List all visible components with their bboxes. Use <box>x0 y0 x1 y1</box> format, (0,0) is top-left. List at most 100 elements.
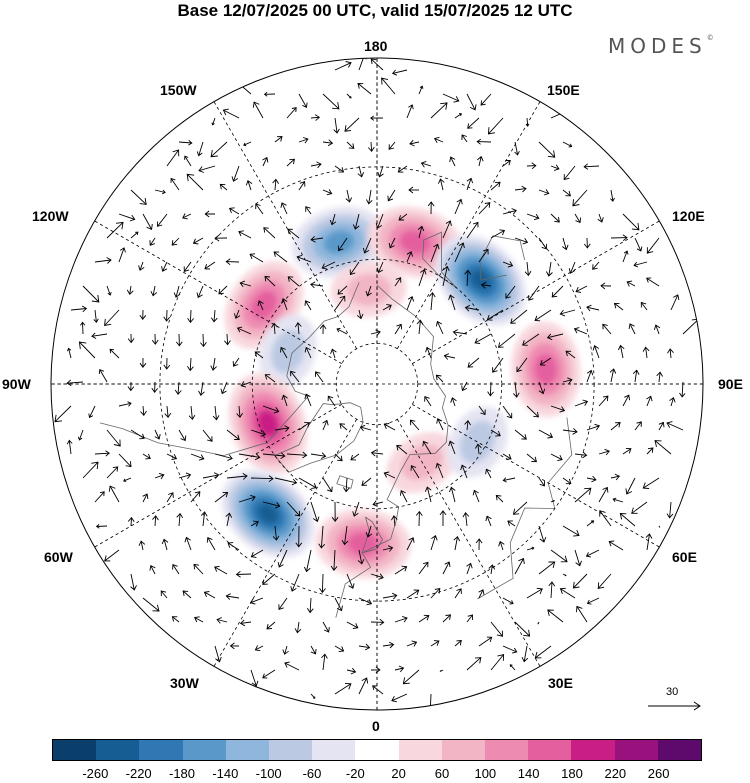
wind-arrow <box>277 549 288 568</box>
wind-arrow <box>198 381 205 397</box>
wind-arrow <box>172 563 180 575</box>
wind-arrow <box>490 621 503 637</box>
coastline <box>422 231 458 289</box>
colorbar-tick-label: -260 <box>82 766 109 781</box>
lon-label-120e: 120E <box>672 208 705 224</box>
wind-arrow <box>274 477 298 486</box>
wind-arrow <box>634 421 642 431</box>
wind-arrow <box>452 329 468 336</box>
wind-arrow <box>442 220 452 239</box>
colorbar-swatch <box>528 740 572 760</box>
wind-arrow <box>466 657 482 671</box>
wind-arrow <box>204 261 216 270</box>
coastline <box>477 417 573 600</box>
wind-arrow <box>610 473 621 481</box>
wind-arrow <box>321 653 328 671</box>
wind-arrow <box>443 353 456 360</box>
lon-label-30w: 30W <box>170 675 199 691</box>
wind-arrow <box>54 405 72 423</box>
wind-arrow <box>334 597 343 612</box>
wind-arrow <box>597 213 604 223</box>
colorbar-swatch <box>96 740 140 760</box>
wind-arrow <box>274 136 283 143</box>
wind-arrow <box>343 477 350 493</box>
wind-arrow <box>118 401 132 407</box>
wind-arrow <box>490 181 501 191</box>
wind-arrow <box>334 645 345 653</box>
wind-arrow <box>430 587 441 599</box>
wind-arrow <box>82 461 99 479</box>
wind-arrow <box>160 590 168 599</box>
wind-arrow <box>600 282 612 290</box>
wind-arrow <box>526 453 537 463</box>
wind-arrow <box>550 405 566 413</box>
wind-arrow <box>646 395 653 407</box>
wind-arrow <box>108 485 120 503</box>
wind-arrow <box>262 452 286 459</box>
wind-arrow <box>171 237 180 246</box>
wind-arrow <box>410 465 420 479</box>
wind-arrow <box>238 494 256 503</box>
wind-arrow <box>608 540 624 551</box>
wind-arrow <box>514 557 525 575</box>
wind-arrow <box>138 540 146 551</box>
wind-arrow <box>398 213 408 221</box>
wind-arrow <box>290 370 300 383</box>
wind-arrow <box>142 597 160 612</box>
colorbar-tick-label: 140 <box>517 766 540 781</box>
wind-arrow <box>488 564 496 575</box>
wind-arrow <box>609 368 617 383</box>
wind-arrow <box>502 208 517 215</box>
wind-arrow <box>383 423 396 431</box>
wind-arrow <box>453 535 461 551</box>
colorbar-swatch <box>571 740 615 760</box>
wind-arrow <box>526 546 535 551</box>
wind-arrow <box>196 141 204 157</box>
wind-arrow <box>322 419 329 431</box>
wind-arrow <box>210 357 217 371</box>
wind-arrow <box>286 158 295 167</box>
wind-arrow <box>352 213 360 230</box>
wind-arrow <box>350 453 360 461</box>
wind-arrow <box>666 501 674 519</box>
lon-label-60w: 60W <box>44 549 73 565</box>
wind-arrow <box>406 640 418 647</box>
wind-arrow <box>357 549 365 565</box>
wind-arrow <box>667 348 674 359</box>
wind-arrow <box>640 301 648 311</box>
wind-arrow <box>266 621 276 630</box>
lon-label-60e: 60E <box>672 549 697 565</box>
wind-arrow <box>575 285 588 293</box>
wind-arrow <box>334 453 343 462</box>
wind-arrow <box>366 189 373 205</box>
wind-arrow <box>315 371 324 383</box>
positive-anomaly-contour <box>399 230 431 254</box>
colorbar-swatch <box>485 740 529 760</box>
wind-arrow <box>176 512 184 527</box>
wind-arrow <box>370 58 384 71</box>
wind-arrow <box>433 136 444 144</box>
wind-arrow <box>161 538 169 551</box>
colorbar-swatch <box>53 740 97 760</box>
wind-arrow <box>286 451 308 459</box>
wind-arrow <box>346 621 359 629</box>
wind-arrow <box>310 161 322 169</box>
wind-arrow <box>565 350 576 359</box>
wind-arrow <box>334 165 345 173</box>
wind-arrow <box>486 309 504 321</box>
wind-arrow <box>225 258 240 266</box>
wind-arrow <box>534 309 552 322</box>
wind-arrow <box>516 357 528 373</box>
wind-arrow <box>152 515 159 527</box>
wind-arrow <box>562 237 569 251</box>
wind-arrow <box>337 237 348 252</box>
wind-arrow <box>142 453 151 460</box>
wind-arrow <box>250 669 259 687</box>
wind-vectors <box>54 58 700 710</box>
wind-arrow <box>563 165 576 181</box>
wind-arrow <box>170 177 180 191</box>
wind-arrow <box>391 515 398 527</box>
wind-arrow <box>610 422 621 431</box>
wind-arrow <box>157 213 168 227</box>
wind-arrow <box>171 616 180 623</box>
